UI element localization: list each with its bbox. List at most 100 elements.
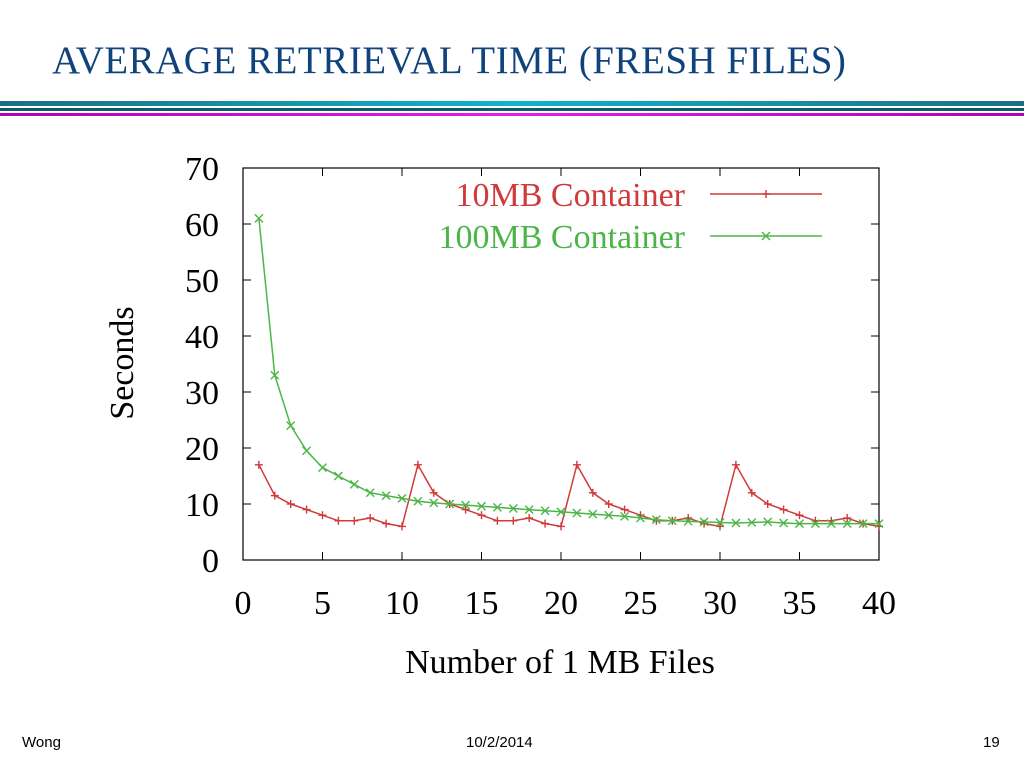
- data-point-series-1: [477, 511, 486, 520]
- data-point-series-1: [572, 460, 581, 469]
- data-point-series-2: [715, 517, 725, 527]
- series-line-2: [258, 218, 879, 525]
- data-point-series-1: [620, 505, 629, 514]
- data-point-series-1: [302, 505, 311, 514]
- data-point-series-2: [858, 519, 868, 529]
- title-rule-magenta: [0, 113, 1024, 116]
- data-point-series-1: [731, 460, 740, 469]
- footer-date: 10/2/2014: [466, 734, 533, 751]
- data-point-series-2: [731, 518, 741, 528]
- data-point-series-1: [795, 511, 804, 520]
- data-point-series-2: [381, 491, 391, 501]
- data-point-series-1: [700, 519, 709, 528]
- data-point-series-2: [651, 515, 661, 525]
- data-point-series-2: [763, 517, 773, 527]
- data-point-series-2: [333, 471, 343, 481]
- data-point-series-2: [810, 519, 820, 529]
- data-point-series-1: [525, 514, 534, 522]
- data-point-series-2: [318, 463, 327, 473]
- data-point-series-1: [286, 500, 295, 508]
- data-point-series-2: [270, 370, 280, 380]
- data-point-series-2: [556, 507, 566, 517]
- footer-page-number: 19: [983, 734, 1000, 751]
- data-point-series-1: [747, 488, 756, 497]
- series-line-1: [258, 462, 880, 528]
- data-point-series-2: [795, 519, 804, 529]
- title-rule-teal: [0, 101, 1024, 106]
- data-point-series-2: [524, 505, 534, 515]
- data-point-series-2: [588, 509, 598, 519]
- data-point-series-2: [429, 498, 439, 508]
- data-point-series-2: [572, 508, 582, 518]
- data-point-series-2: [874, 519, 884, 529]
- data-point-series-1: [398, 522, 406, 531]
- data-point-series-1: [270, 491, 279, 500]
- data-point-series-1: [604, 500, 613, 508]
- slide-title: AVERAGE RETRIEVAL TIME (FRESH FILES): [52, 39, 847, 82]
- data-point-series-1: [509, 516, 518, 525]
- data-point-series-1: [382, 519, 391, 528]
- x-tick-label: 15: [465, 585, 499, 622]
- data-point-series-2: [667, 516, 677, 526]
- data-point-series-2: [620, 511, 630, 521]
- y-tick-label: 50: [185, 263, 219, 300]
- x-tick-label: 40: [862, 585, 896, 622]
- data-point-series-2: [254, 213, 264, 223]
- x-tick-label: 5: [314, 585, 331, 622]
- data-point-series-2: [477, 501, 486, 511]
- data-point-series-1: [716, 522, 724, 531]
- data-point-series-2: [397, 493, 407, 503]
- data-point-series-1: [652, 516, 661, 525]
- data-point-series-1: [843, 514, 852, 522]
- x-tick-label: 20: [544, 585, 578, 622]
- data-point-series-2: [604, 510, 614, 520]
- data-point-series-1: [779, 505, 788, 514]
- data-point-series-1: [541, 519, 550, 528]
- data-point-series-1: [588, 488, 597, 497]
- data-point-series-2: [683, 516, 693, 526]
- data-point-series-2: [747, 517, 757, 527]
- y-tick-label: 70: [185, 151, 219, 188]
- data-point-series-1: [350, 516, 359, 525]
- data-point-series-1: [763, 500, 772, 508]
- x-tick-label: 30: [703, 585, 737, 622]
- y-tick-label: 0: [202, 543, 219, 580]
- data-point-series-2: [365, 488, 375, 498]
- data-point-series-2: [492, 502, 502, 512]
- footer-author: Wong: [22, 734, 61, 751]
- data-point-series-2: [842, 519, 852, 529]
- data-point-series-2: [413, 496, 423, 506]
- x-axis-label: Number of 1 MB Files: [405, 644, 715, 681]
- data-point-series-2: [826, 519, 836, 529]
- legend-label-1: 10MB Container: [456, 177, 686, 214]
- data-point-series-2: [302, 446, 312, 456]
- data-point-series-1: [429, 488, 438, 497]
- y-tick-label: 40: [185, 319, 219, 356]
- y-tick-label: 10: [185, 487, 219, 524]
- data-point-series-2: [779, 518, 789, 528]
- x-tick-label: 25: [624, 585, 658, 622]
- data-point-series-1: [334, 516, 343, 525]
- data-point-series-1: [557, 522, 565, 531]
- y-tick-label: 30: [185, 375, 219, 412]
- y-tick-label: 60: [185, 207, 219, 244]
- data-point-series-1: [318, 511, 327, 520]
- x-tick-label: 35: [783, 585, 817, 622]
- data-point-series-1: [461, 505, 470, 514]
- data-point-series-2: [508, 503, 518, 513]
- data-point-series-2: [349, 479, 359, 489]
- y-tick-label: 20: [185, 431, 219, 468]
- data-point-series-2: [461, 500, 471, 510]
- legend-marker-2: [761, 231, 771, 241]
- data-point-series-1: [493, 516, 502, 525]
- data-point-series-2: [445, 499, 455, 509]
- legend-marker-1: [762, 190, 770, 198]
- data-point-series-2: [286, 421, 296, 431]
- y-axis-label: Seconds: [104, 306, 141, 419]
- data-point-series-2: [636, 513, 645, 523]
- x-tick-label: 0: [235, 585, 252, 622]
- data-point-series-1: [413, 460, 422, 469]
- data-point-series-1: [254, 460, 263, 469]
- legend-label-2: 100MB Container: [439, 219, 686, 256]
